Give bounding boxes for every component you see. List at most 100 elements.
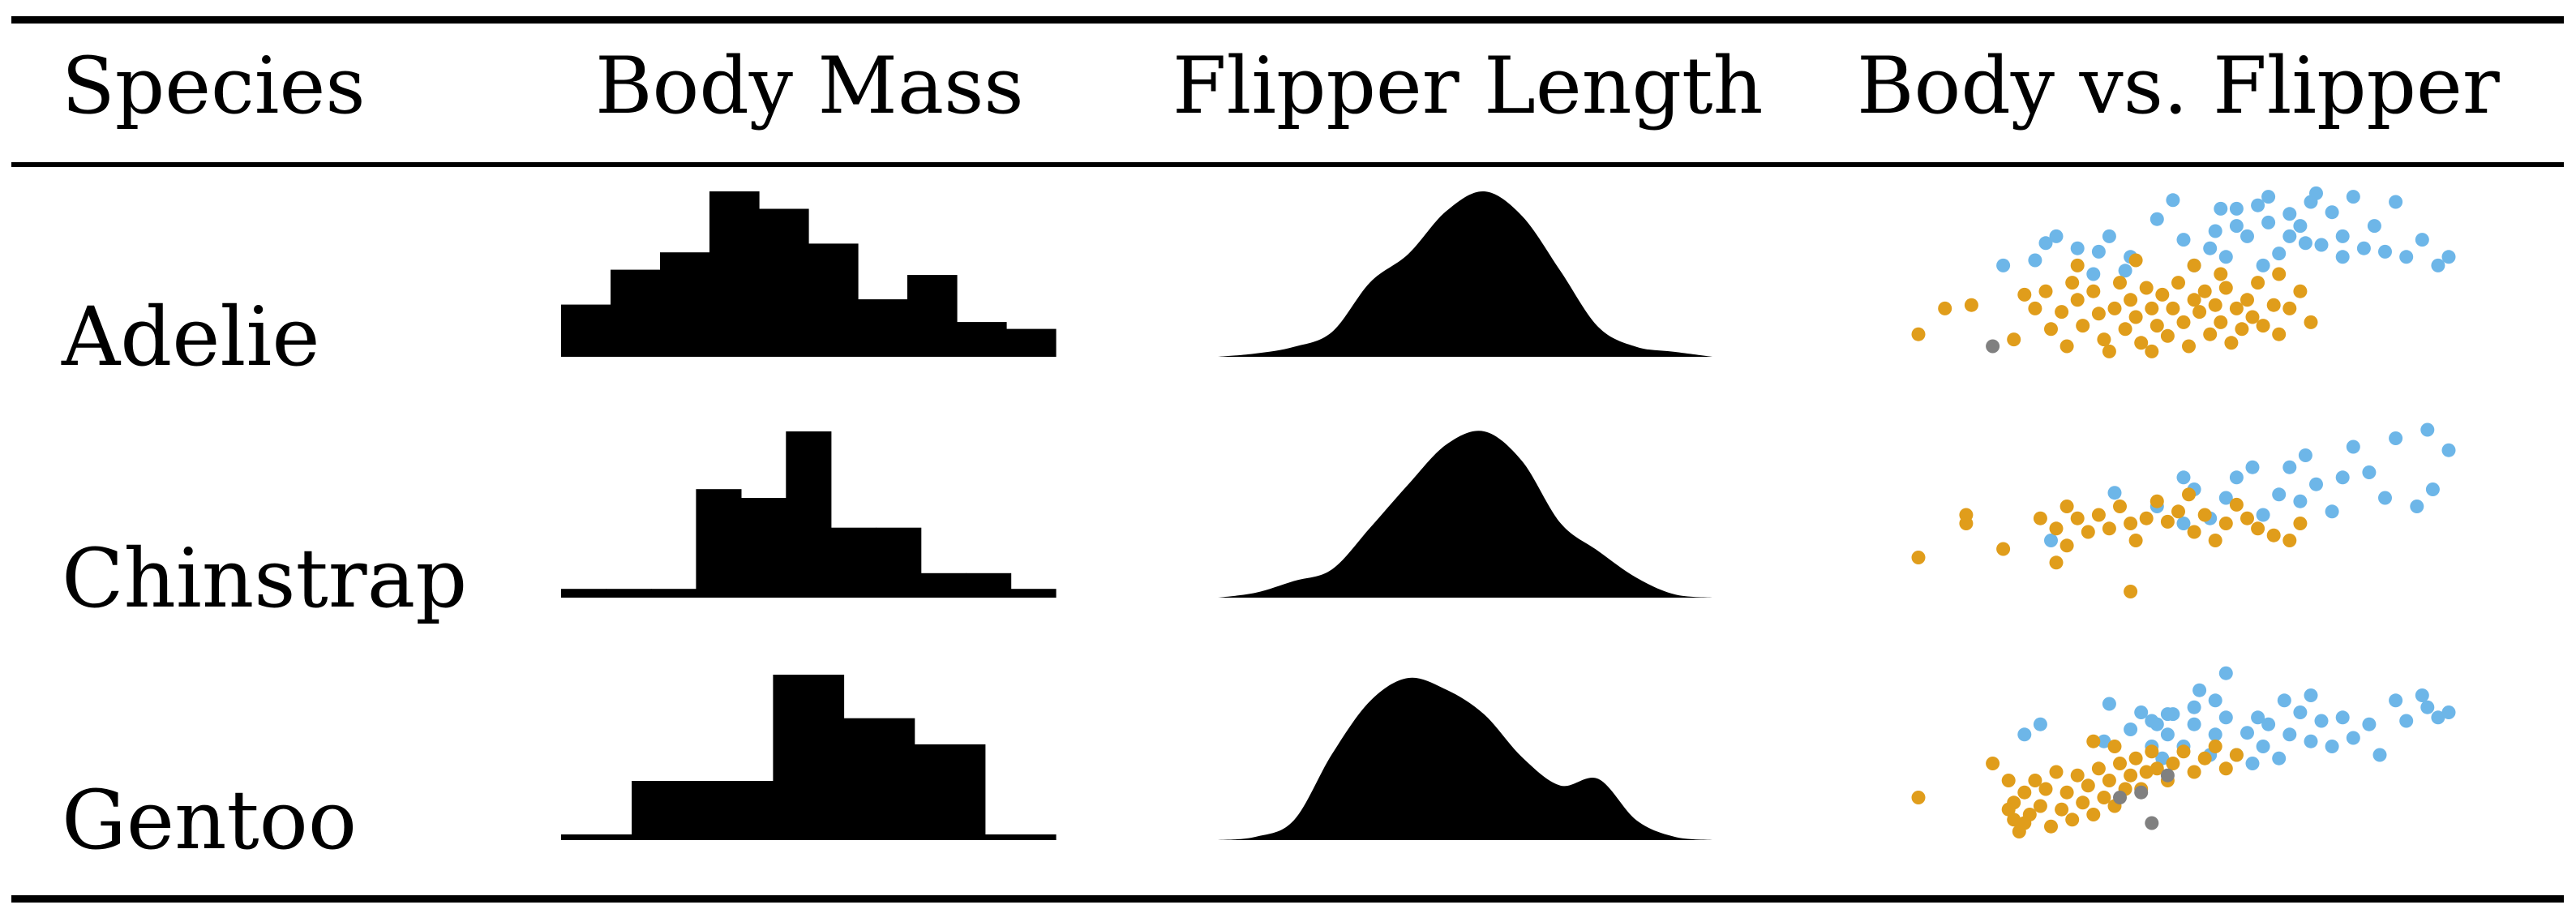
scatter-point-adelie-blue-15 <box>2240 229 2254 243</box>
scatter-point-gentoo-gray-1 <box>2134 785 2149 800</box>
scatter-point-adelie-orange-14 <box>2107 301 2122 315</box>
scatter-point-adelie-blue-24 <box>2335 229 2350 243</box>
scatter-point-chinstrap-orange-28 <box>2060 500 2074 513</box>
scatter-point-gentoo-orange-24 <box>2113 757 2127 770</box>
scatter-point-gentoo-orange-20 <box>2091 761 2106 776</box>
scatter-point-adelie-orange-9 <box>2070 293 2085 307</box>
hist-bar-chinstrap-3 <box>696 489 742 598</box>
scatter-point-chinstrap-orange-13 <box>2150 494 2164 508</box>
scatter-point-gentoo-orange-8 <box>2028 774 2042 787</box>
scatter-point-adelie-blue-43 <box>2208 224 2222 238</box>
scatter-point-gentoo-blue-22 <box>2261 717 2276 731</box>
scatter-point-gentoo-blue-16 <box>2218 710 2233 725</box>
scatter-point-chinstrap-orange-2 <box>1959 508 1974 522</box>
scatter-point-chinstrap-orange-25 <box>2282 534 2297 547</box>
scatter-point-gentoo-orange-35 <box>2187 765 2201 779</box>
scatter-point-adelie-orange-35 <box>2218 281 2233 295</box>
scatter-point-gentoo-orange-38 <box>2218 761 2233 776</box>
scatter-point-chinstrap-blue-12 <box>2298 448 2312 462</box>
hist-bar-adelie-2 <box>660 252 710 357</box>
scatter-point-adelie-orange-0 <box>1911 327 1926 341</box>
scatter-point-gentoo-orange-6 <box>2017 785 2032 800</box>
scatter-point-gentoo-gray-2 <box>2145 816 2159 830</box>
scatter-point-gentoo-orange-26 <box>2124 768 2138 783</box>
scatter-point-chinstrap-orange-18 <box>2197 508 2212 522</box>
scatter-point-adelie-blue-19 <box>2282 207 2297 221</box>
scatter-point-chinstrap-orange-30 <box>2124 585 2138 598</box>
scatter-point-gentoo-blue-41 <box>2160 707 2175 722</box>
scatter-point-gentoo-orange-15 <box>2065 813 2080 827</box>
scatter-point-gentoo-blue-23 <box>2272 751 2287 765</box>
scatter-point-gentoo-orange-0 <box>1911 791 1926 804</box>
scatter-point-adelie-orange-26 <box>2171 276 2185 290</box>
scatter-point-adelie-orange-53 <box>2187 258 2201 272</box>
scatter-point-adelie-blue-42 <box>2118 264 2132 278</box>
scatter-point-adelie-blue-36 <box>2309 186 2323 200</box>
scatter-point-adelie-orange-38 <box>2235 322 2249 337</box>
hist-bar-gentoo-5 <box>914 744 986 840</box>
scatter-point-adelie-orange-17 <box>2124 293 2138 307</box>
scatter-point-adelie-blue-20 <box>2293 219 2308 234</box>
scatter-point-gentoo-orange-9 <box>2033 799 2047 813</box>
scatter-point-chinstrap-orange-0 <box>1911 551 1926 564</box>
scatter-point-adelie-orange-50 <box>2070 258 2085 272</box>
scatter-point-adelie-orange-44 <box>2272 327 2287 341</box>
scatter-point-gentoo-blue-19 <box>2245 757 2260 770</box>
scatter-point-chinstrap-orange-20 <box>2218 517 2233 530</box>
scatter-point-adelie-blue-13 <box>2214 201 2228 216</box>
scatter-point-chinstrap-blue-24 <box>2176 517 2191 530</box>
scatter-point-adelie-blue-3 <box>2049 229 2064 243</box>
scatter-point-gentoo-orange-16 <box>2070 768 2085 783</box>
hist-bar-adelie-3 <box>709 191 760 357</box>
scatter-point-gentoo-orange-4 <box>2007 813 2021 827</box>
scatter-point-gentoo-gray-3 <box>2160 768 2175 783</box>
scatter-point-adelie-orange-5 <box>2038 284 2053 298</box>
scatter-point-chinstrap-blue-15 <box>2335 470 2350 485</box>
scatter-point-gentoo-blue-4 <box>2124 723 2138 736</box>
scatter-point-gentoo-blue-39 <box>2218 666 2233 680</box>
scatter-point-gentoo-blue-21 <box>2256 740 2270 753</box>
scatter-point-adelie-blue-28 <box>2378 244 2392 259</box>
hist-bar-gentoo-3 <box>773 675 845 840</box>
scatter-point-adelie-orange-7 <box>2055 305 2069 319</box>
scatter-point-adelie-blue-37 <box>2229 201 2244 216</box>
scatter-point-adelie-orange-52 <box>2065 276 2080 290</box>
scatter-point-adelie-orange-8 <box>2060 339 2074 354</box>
scatter-point-adelie-orange-15 <box>2113 276 2127 290</box>
scatter-point-gentoo-orange-1 <box>1986 757 2000 770</box>
scatter-point-gentoo-blue-12 <box>2187 717 2201 731</box>
scatter-point-chinstrap-orange-14 <box>2160 514 2175 529</box>
scatter-point-gentoo-blue-3 <box>2102 697 2116 711</box>
scatter-point-adelie-blue-1 <box>2028 253 2042 268</box>
scatter-point-adelie-blue-29 <box>2389 195 2403 209</box>
hist-bar-chinstrap-9 <box>966 572 1012 598</box>
scatter-point-chinstrap-blue-7 <box>2245 460 2260 474</box>
scatter-point-adelie-orange-51 <box>2128 253 2143 268</box>
scatter-point-gentoo-blue-36 <box>2420 700 2435 714</box>
scatter-point-adelie-orange-4 <box>2028 301 2042 315</box>
hist-bar-chinstrap-0 <box>561 589 607 598</box>
scatter-point-gentoo-orange-34 <box>2176 744 2191 759</box>
scatter-point-adelie-orange-3 <box>2007 332 2021 347</box>
scatter-point-chinstrap-blue-14 <box>2325 504 2339 519</box>
scatter-point-gentoo-orange-36 <box>2197 751 2212 765</box>
scatter-point-adelie-orange-54 <box>2214 267 2228 281</box>
scatter-point-gentoo-orange-39 <box>2229 748 2244 762</box>
hist-bar-chinstrap-8 <box>920 572 967 598</box>
scatter-point-adelie-orange-39 <box>2240 293 2254 307</box>
scatter-point-adelie-orange-11 <box>2086 284 2101 298</box>
scatter-point-chinstrap-orange-15 <box>2171 504 2185 519</box>
header-species: Species <box>62 41 366 131</box>
scatter-point-adelie-blue-10 <box>2176 233 2191 247</box>
scatter-point-adelie-orange-37 <box>2229 301 2244 315</box>
scatter-point-adelie-orange-2 <box>1964 298 1978 312</box>
scatter-point-chinstrap-orange-3 <box>2049 521 2064 536</box>
scatter-point-adelie-blue-12 <box>2203 241 2218 255</box>
hist-bar-chinstrap-1 <box>606 589 652 598</box>
header-body-vs-flipper: Body vs. Flipper <box>1857 41 2500 131</box>
hist-bar-adelie-1 <box>611 269 661 357</box>
scatter-point-adelie-orange-34 <box>2214 315 2228 329</box>
scatter-point-adelie-orange-29 <box>2187 293 2201 307</box>
scatter-point-gentoo-blue-42 <box>2145 714 2159 728</box>
scatter-point-adelie-orange-18 <box>2128 310 2143 324</box>
